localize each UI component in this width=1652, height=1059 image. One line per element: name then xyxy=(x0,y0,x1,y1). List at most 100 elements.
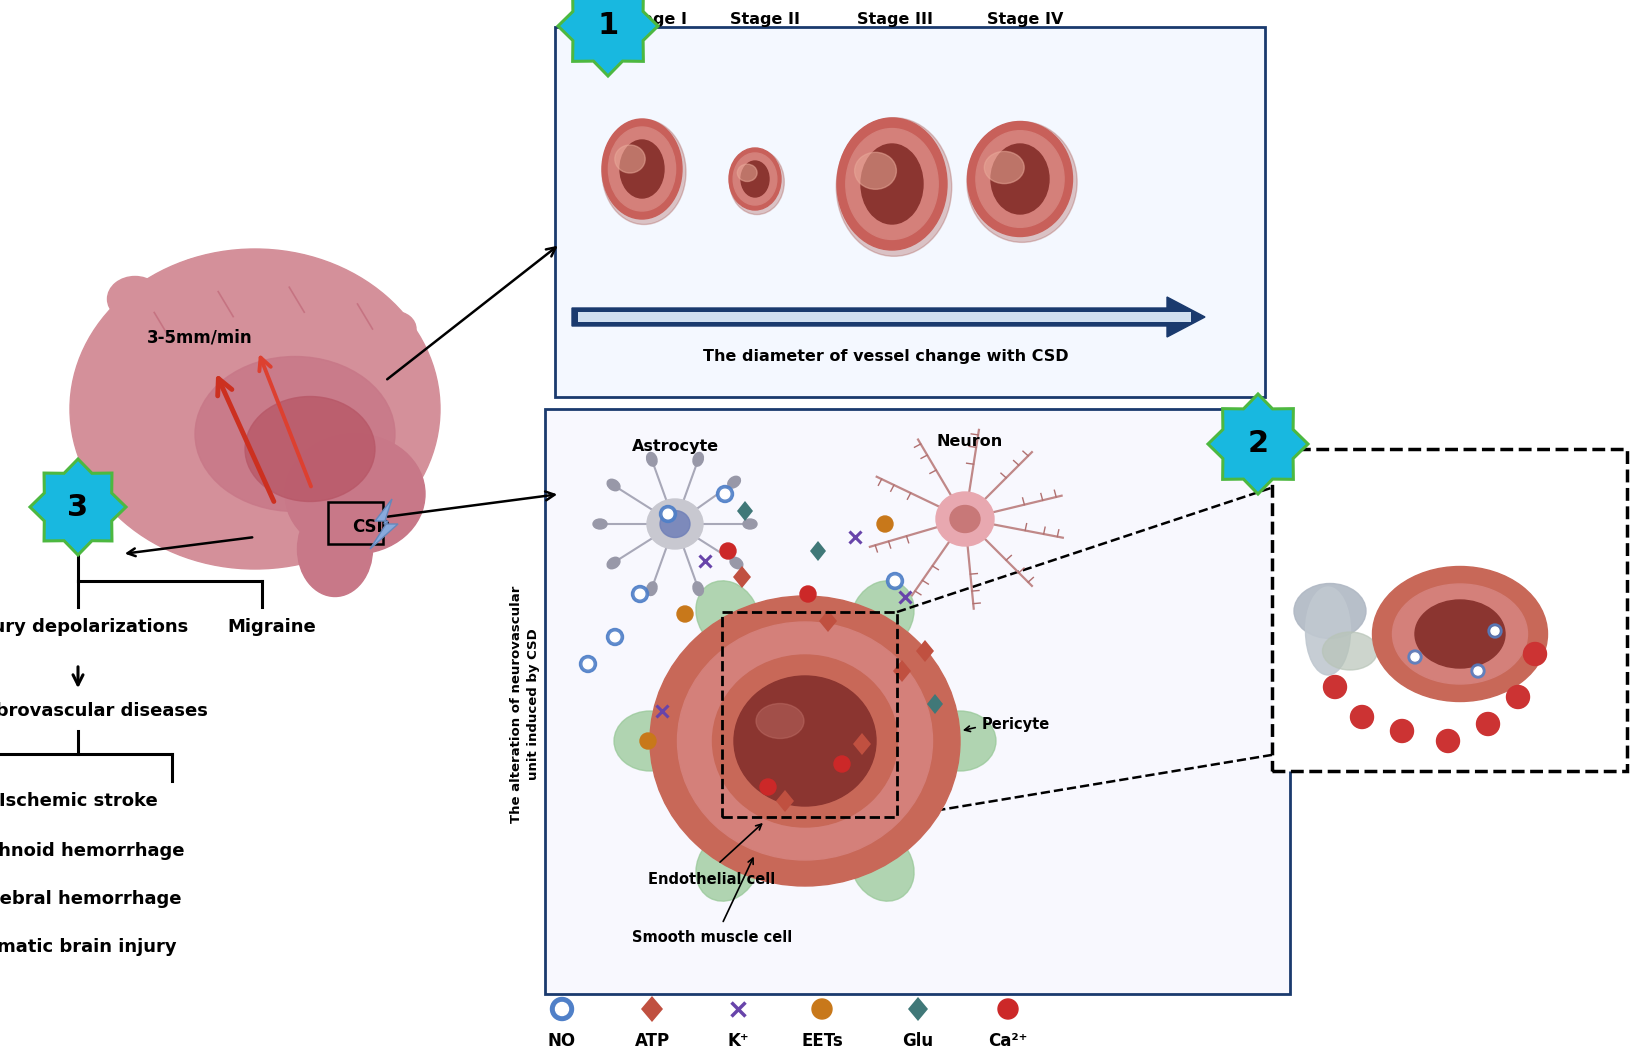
Ellipse shape xyxy=(243,252,297,297)
Polygon shape xyxy=(733,566,752,588)
Ellipse shape xyxy=(244,396,375,502)
Polygon shape xyxy=(737,501,753,521)
Ellipse shape xyxy=(1323,632,1378,670)
Text: The diameter of vessel change with CSD: The diameter of vessel change with CSD xyxy=(704,349,1069,364)
Circle shape xyxy=(636,589,644,598)
Ellipse shape xyxy=(729,477,740,488)
Polygon shape xyxy=(370,499,398,549)
Ellipse shape xyxy=(692,452,704,466)
Ellipse shape xyxy=(373,311,416,346)
Circle shape xyxy=(631,586,649,603)
Circle shape xyxy=(1408,650,1422,664)
Ellipse shape xyxy=(316,272,365,312)
Ellipse shape xyxy=(730,149,785,215)
Ellipse shape xyxy=(730,557,743,569)
Circle shape xyxy=(1437,730,1459,753)
Circle shape xyxy=(1411,653,1419,661)
Circle shape xyxy=(1350,705,1373,729)
Ellipse shape xyxy=(757,703,805,738)
Ellipse shape xyxy=(648,499,704,549)
Circle shape xyxy=(1391,719,1414,742)
Circle shape xyxy=(717,485,733,503)
Ellipse shape xyxy=(854,152,897,190)
Ellipse shape xyxy=(692,581,704,595)
Circle shape xyxy=(720,489,730,499)
Circle shape xyxy=(834,756,851,772)
Polygon shape xyxy=(30,459,126,555)
Ellipse shape xyxy=(695,580,760,650)
Text: Stage I: Stage I xyxy=(623,12,687,26)
Circle shape xyxy=(720,543,737,559)
Ellipse shape xyxy=(712,656,897,827)
Ellipse shape xyxy=(861,144,923,225)
Ellipse shape xyxy=(646,581,657,595)
Circle shape xyxy=(813,999,833,1019)
Circle shape xyxy=(998,999,1018,1019)
Circle shape xyxy=(887,573,904,590)
Text: Neuron: Neuron xyxy=(937,433,1003,449)
Text: Smooth muscle cell: Smooth muscle cell xyxy=(631,930,791,945)
Polygon shape xyxy=(809,541,826,561)
Text: Traumatic brain injury: Traumatic brain injury xyxy=(0,938,177,956)
Circle shape xyxy=(677,606,692,622)
Text: Endothelial cell: Endothelial cell xyxy=(648,872,776,886)
Ellipse shape xyxy=(733,676,876,806)
Circle shape xyxy=(580,656,596,672)
Ellipse shape xyxy=(851,580,914,650)
Text: K⁺: K⁺ xyxy=(727,1033,748,1051)
Ellipse shape xyxy=(991,144,1049,214)
Ellipse shape xyxy=(620,140,664,198)
Circle shape xyxy=(550,998,573,1021)
Ellipse shape xyxy=(733,152,776,205)
Circle shape xyxy=(1323,676,1346,699)
Ellipse shape xyxy=(649,596,960,886)
Text: Stage IV: Stage IV xyxy=(986,12,1064,26)
Ellipse shape xyxy=(836,118,952,256)
Text: 3-5mm/min: 3-5mm/min xyxy=(147,328,253,346)
Ellipse shape xyxy=(615,145,646,173)
Ellipse shape xyxy=(646,452,657,466)
Polygon shape xyxy=(915,640,933,662)
Ellipse shape xyxy=(1416,600,1505,668)
Circle shape xyxy=(606,628,623,646)
Ellipse shape xyxy=(1305,587,1350,675)
Ellipse shape xyxy=(838,118,947,250)
Ellipse shape xyxy=(69,249,439,569)
Text: 1: 1 xyxy=(598,12,618,40)
FancyBboxPatch shape xyxy=(555,26,1265,397)
Text: Injury depolarizations: Injury depolarizations xyxy=(0,618,188,636)
Text: Ischemic stroke: Ischemic stroke xyxy=(0,792,157,810)
Circle shape xyxy=(1474,667,1482,675)
Ellipse shape xyxy=(173,258,226,300)
Text: 3: 3 xyxy=(68,492,89,521)
Ellipse shape xyxy=(593,519,606,530)
Ellipse shape xyxy=(615,711,686,771)
Circle shape xyxy=(760,779,776,795)
Ellipse shape xyxy=(742,161,768,197)
Polygon shape xyxy=(641,997,662,1022)
Circle shape xyxy=(1523,643,1546,665)
Ellipse shape xyxy=(601,119,682,219)
Text: Ca²⁺: Ca²⁺ xyxy=(988,1033,1028,1051)
Ellipse shape xyxy=(608,557,620,569)
Polygon shape xyxy=(894,660,910,682)
Ellipse shape xyxy=(677,622,932,860)
Ellipse shape xyxy=(695,832,760,901)
Text: ATP: ATP xyxy=(634,1033,669,1051)
Ellipse shape xyxy=(966,122,1077,243)
Ellipse shape xyxy=(851,832,914,901)
Circle shape xyxy=(800,586,816,602)
Ellipse shape xyxy=(737,164,757,181)
Ellipse shape xyxy=(937,492,995,546)
Ellipse shape xyxy=(608,480,620,490)
Ellipse shape xyxy=(661,510,691,538)
Ellipse shape xyxy=(601,120,686,225)
Polygon shape xyxy=(1208,394,1308,493)
Text: Stage III: Stage III xyxy=(857,12,933,26)
Ellipse shape xyxy=(107,276,162,322)
Ellipse shape xyxy=(1393,584,1528,684)
Circle shape xyxy=(1488,624,1502,638)
Text: Subarachnoid hemorrhage: Subarachnoid hemorrhage xyxy=(0,842,185,860)
Ellipse shape xyxy=(608,127,676,211)
Circle shape xyxy=(639,733,656,749)
